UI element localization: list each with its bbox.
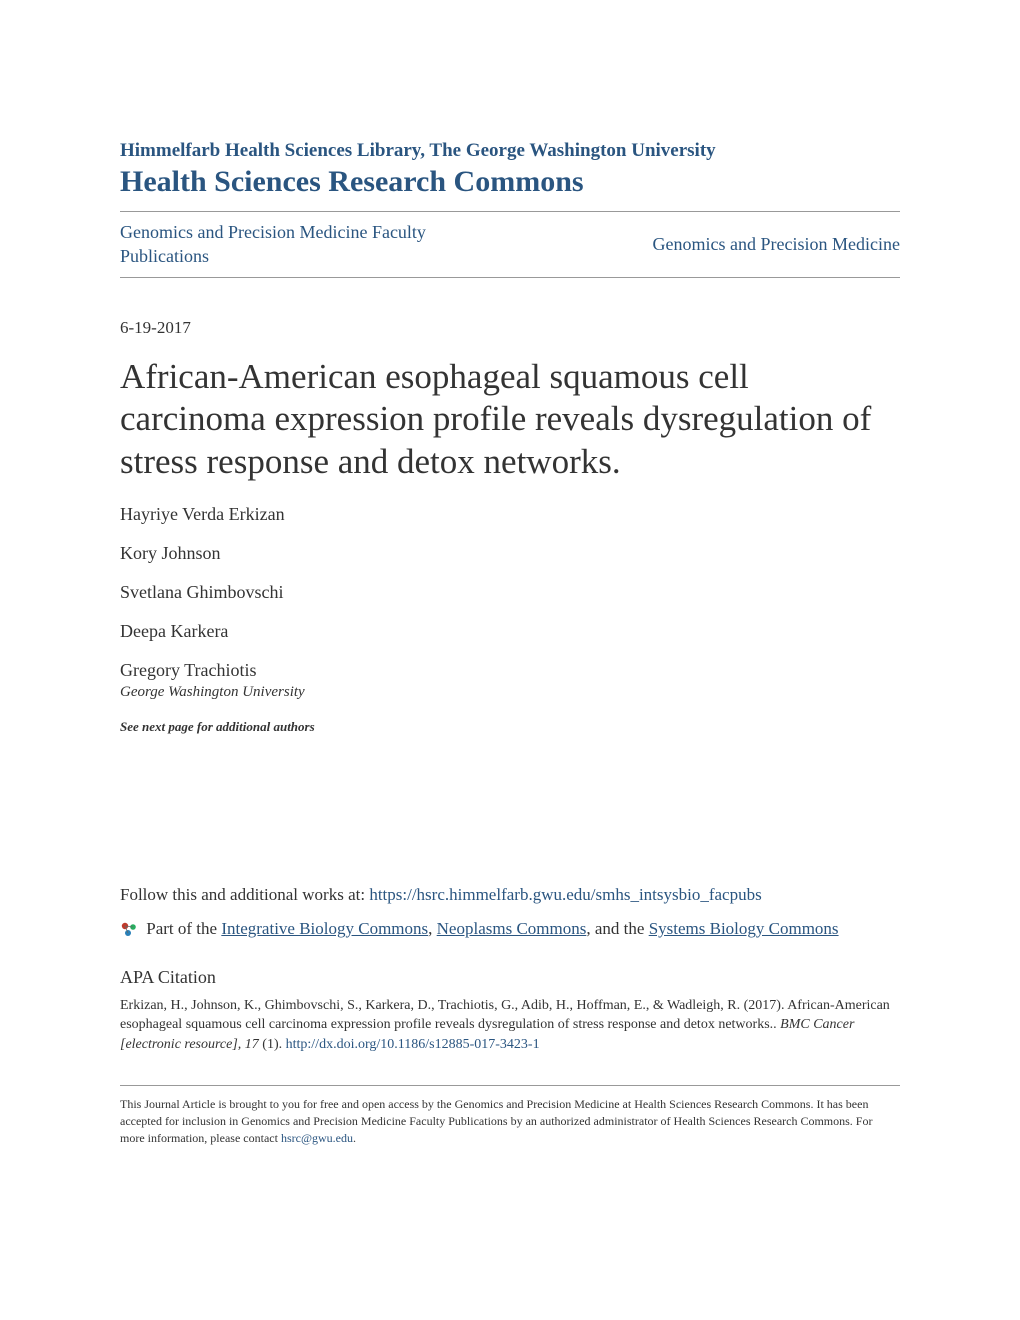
- author-name: Deepa Karkera: [120, 621, 900, 642]
- collection-link[interactable]: Genomics and Precision Medicine Faculty …: [120, 220, 471, 269]
- author-affiliation: George Washington University: [120, 684, 900, 701]
- follow-works-line: Follow this and additional works at: htt…: [120, 885, 900, 905]
- follow-prefix: Follow this and additional works at:: [120, 885, 369, 904]
- publication-date: 6-19-2017: [120, 318, 900, 338]
- commons-link[interactable]: Integrative Biology Commons: [221, 919, 428, 938]
- author-name: Hayriye Verda Erkizan: [120, 504, 900, 525]
- footer-suffix: .: [353, 1131, 356, 1145]
- part-of-line: Part of the Integrative Biology Commons,…: [120, 915, 900, 942]
- institution-name: Himmelfarb Health Sciences Library, The …: [120, 140, 900, 162]
- contact-email-link[interactable]: hsrc@gwu.edu: [281, 1131, 353, 1145]
- see-next-page-note: See next page for additional authors: [120, 719, 900, 735]
- volume-suffix: (1).: [259, 1037, 286, 1052]
- commons-link[interactable]: Systems Biology Commons: [649, 919, 839, 938]
- separator: , and the: [586, 919, 648, 938]
- citation-body: Erkizan, H., Johnson, K., Ghimbovschi, S…: [120, 998, 890, 1033]
- separator: ,: [428, 919, 437, 938]
- department-link[interactable]: Genomics and Precision Medicine: [653, 234, 900, 255]
- repository-name[interactable]: Health Sciences Research Commons: [120, 165, 900, 199]
- article-title: African-American esophageal squamous cel…: [120, 356, 900, 484]
- part-of-prefix: Part of the: [146, 919, 221, 938]
- footer-text: This Journal Article is brought to you f…: [120, 1097, 872, 1146]
- network-icon: [120, 921, 138, 939]
- author-name: Svetlana Ghimbovschi: [120, 582, 900, 603]
- collection-url-link[interactable]: https://hsrc.himmelfarb.gwu.edu/smhs_int…: [369, 885, 761, 904]
- apa-citation-heading: APA Citation: [120, 967, 900, 988]
- author-name: Kory Johnson: [120, 543, 900, 564]
- commons-link[interactable]: Neoplasms Commons: [437, 919, 587, 938]
- doi-link[interactable]: http://dx.doi.org/10.1186/s12885-017-342…: [286, 1037, 540, 1052]
- footer-access-note: This Journal Article is brought to you f…: [120, 1085, 900, 1148]
- author-name: Gregory Trachiotis: [120, 660, 900, 681]
- breadcrumb-bar: Genomics and Precision Medicine Faculty …: [120, 211, 900, 278]
- apa-citation-text: Erkizan, H., Johnson, K., Ghimbovschi, S…: [120, 996, 900, 1055]
